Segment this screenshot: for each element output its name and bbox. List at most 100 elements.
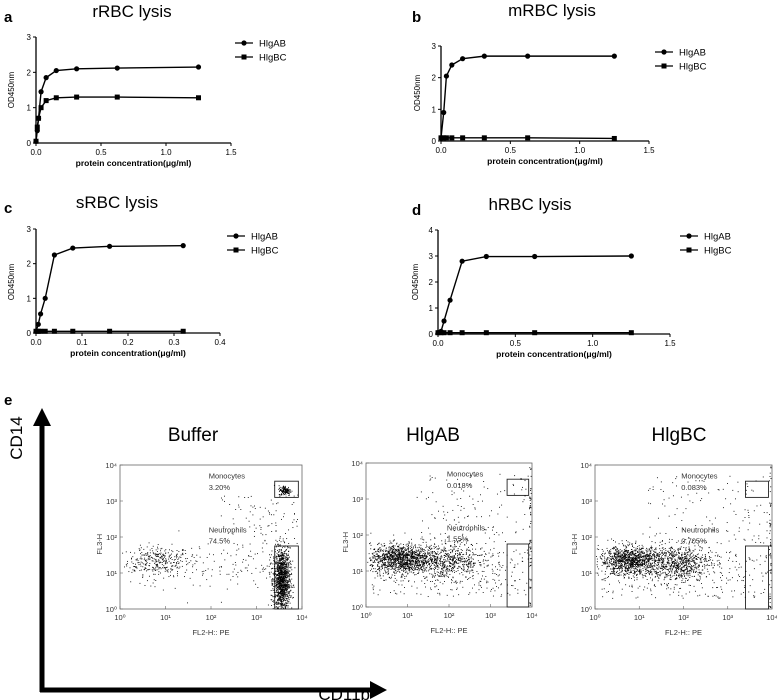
data-point xyxy=(36,115,42,121)
panel-letter: c xyxy=(4,200,12,217)
legend-label: HlgBC xyxy=(251,246,279,257)
x-tick-label: 1.5 xyxy=(643,146,655,155)
x-tick-label: 1.5 xyxy=(664,339,676,348)
flow-title: HlgAB xyxy=(406,425,460,446)
data-point xyxy=(33,138,39,144)
legend-marker xyxy=(661,63,667,69)
data-point xyxy=(114,65,120,71)
y-tick-label: 10¹ xyxy=(352,567,363,576)
data-point xyxy=(447,330,453,336)
x-tick-label: 10⁴ xyxy=(526,611,538,620)
series-line-HlgBC xyxy=(35,96,199,142)
data-point xyxy=(53,67,59,74)
data-point xyxy=(42,295,48,301)
y-tick-label: 1 xyxy=(432,105,437,114)
gate-label: Monocytes xyxy=(681,472,718,481)
x-tick-label: 10³ xyxy=(485,611,496,620)
data-point xyxy=(38,105,44,111)
data-point xyxy=(459,330,465,336)
y-tick-label: 3 xyxy=(432,42,437,51)
data-point xyxy=(441,135,447,141)
y-tick-label: 10⁴ xyxy=(105,461,117,470)
y-tick-label: 2 xyxy=(27,68,32,77)
legend-label: HlgBC xyxy=(679,62,707,73)
data-point xyxy=(195,64,202,70)
gate-percent: 3.20% xyxy=(209,483,231,492)
chart-title: sRBC lysis xyxy=(76,193,158,212)
data-point xyxy=(38,89,44,95)
x-axis-label: FL2-H:: PE xyxy=(665,628,702,637)
y-axis-label: OD450nm xyxy=(7,71,16,108)
x-tick-label: 1.0 xyxy=(160,148,172,157)
cd11b-arrow-head xyxy=(370,681,387,699)
gate-label: Neutrophils xyxy=(209,526,247,535)
data-point xyxy=(611,53,617,59)
data-point xyxy=(438,135,444,141)
y-tick-label: 10³ xyxy=(106,497,117,506)
data-point xyxy=(449,135,455,141)
x-axis-label: protein concentration(μg/ml) xyxy=(76,158,192,168)
x-axis-label: protein concentration(μg/ml) xyxy=(70,348,186,358)
data-point xyxy=(74,94,80,100)
y-tick-label: 0 xyxy=(27,329,32,338)
gate-label: Neutrophils xyxy=(447,524,485,533)
legend-label: HlgBC xyxy=(259,53,287,64)
data-point xyxy=(196,95,201,101)
x-tick-label: 10⁴ xyxy=(296,613,308,622)
data-point xyxy=(483,330,489,336)
y-tick-label: 3 xyxy=(429,252,434,261)
data-point xyxy=(481,53,487,59)
x-tick-label: 10⁰ xyxy=(589,613,600,622)
x-tick-label: 10⁰ xyxy=(360,611,371,620)
y-tick-label: 4 xyxy=(429,226,434,235)
x-axis-label: protein concentration(μg/ml) xyxy=(496,349,612,359)
panel-letter: e xyxy=(4,392,12,409)
y-axis-label: OD450nm xyxy=(411,263,420,300)
data-point xyxy=(70,328,76,334)
y-tick-label: 10² xyxy=(352,531,363,540)
gate-percent: 0.705% xyxy=(681,536,707,545)
x-tick-label: 10³ xyxy=(722,613,733,622)
data-point xyxy=(38,311,44,317)
x-tick-label: 0.0 xyxy=(30,148,42,157)
x-tick-label: 0.5 xyxy=(95,148,107,157)
data-point xyxy=(51,328,57,334)
y-tick-label: 10³ xyxy=(581,497,592,506)
data-point xyxy=(447,297,453,303)
data-point xyxy=(525,135,531,141)
y-tick-label: 0 xyxy=(432,137,437,146)
data-point xyxy=(70,245,76,251)
y-tick-label: 10³ xyxy=(352,495,363,504)
neutrophil-gate xyxy=(274,545,299,610)
x-tick-label: 0.5 xyxy=(510,339,522,348)
data-point xyxy=(611,135,617,141)
y-axis-label: FL3-H xyxy=(341,532,350,553)
x-tick-label: 10¹ xyxy=(160,613,171,622)
data-point xyxy=(449,62,455,68)
x-tick-label: 0.5 xyxy=(505,146,517,155)
data-point xyxy=(483,253,489,260)
y-tick-label: 10¹ xyxy=(106,569,117,578)
legend-marker xyxy=(661,49,667,55)
x-axis-label: FL2-H:: PE xyxy=(430,626,467,635)
x-tick-label: 10¹ xyxy=(402,611,413,620)
event-dots xyxy=(367,467,532,606)
data-point xyxy=(180,328,186,334)
x-tick-label: 0.0 xyxy=(432,339,444,348)
data-point xyxy=(532,253,538,260)
y-axis-label: OD450nm xyxy=(413,74,422,111)
line-chart-a: a rRBC lysis 0.0 0.5 1.0 1.5 0 1 2 3 protein conce… xyxy=(4,2,287,168)
neutrophil-gate xyxy=(745,545,769,610)
x-tick-label: 1.0 xyxy=(574,146,586,155)
data-point xyxy=(53,95,59,101)
data-point xyxy=(628,330,634,336)
legend-label: HlgAB xyxy=(704,232,731,243)
legend-marker xyxy=(241,54,247,60)
panel-letter: b xyxy=(412,9,421,26)
legend-marker xyxy=(241,40,247,46)
y-tick-label: 1 xyxy=(27,294,32,303)
data-point xyxy=(460,56,466,62)
flow-title: HlgBC xyxy=(652,425,707,446)
